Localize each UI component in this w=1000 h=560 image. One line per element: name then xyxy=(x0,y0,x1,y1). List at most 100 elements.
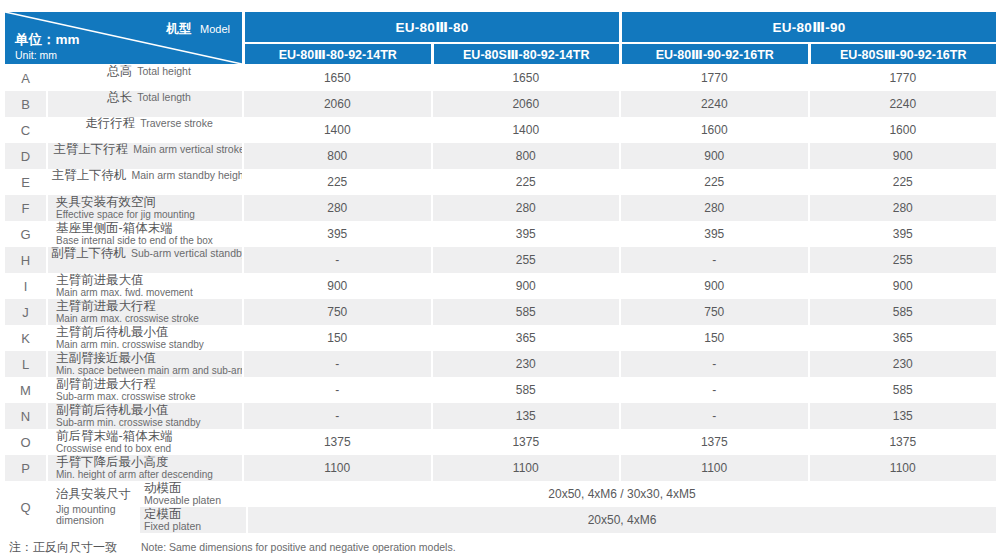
row-label-zh: 主臂前进最大值 xyxy=(56,274,242,287)
spec-value: 750 xyxy=(619,299,808,325)
model-group-row: EU-80Ⅲ-80 EU-80Ⅲ-90 xyxy=(242,12,996,42)
spec-row: A总高Total height1650165017701770 xyxy=(5,65,996,91)
spec-value: - xyxy=(242,403,431,429)
model-label-zh: 机型 xyxy=(167,22,192,36)
spec-value: 1375 xyxy=(431,429,620,455)
model-label-en: Model xyxy=(200,23,230,35)
spec-row: G基座里侧面-箱体末端Base internal side to end of … xyxy=(5,221,996,247)
spec-value: 1600 xyxy=(808,117,997,143)
model-column-3: EU-80Ⅲ-90-92-16TR xyxy=(619,44,808,64)
row-label: 走行行程Traverse stroke xyxy=(46,117,242,143)
spec-row: N副臂前后待机最小值Sub-arm min. crosswise standby… xyxy=(5,403,996,429)
spec-value: 900 xyxy=(242,273,431,299)
row-label-en: Traverse stroke xyxy=(140,118,213,129)
row-label-zh: 夹具安装有效空间 xyxy=(56,196,242,209)
row-label: 治具安装尺寸 Jig mounting dimension xyxy=(46,488,138,526)
spec-value: 225 xyxy=(431,169,620,195)
spec-row: J主臂前进最大行程Main arm max. crosswise stroke7… xyxy=(5,299,996,325)
spec-value: 900 xyxy=(619,143,808,169)
row-label: 副臂前进最大行程Sub-arm max. crosswise stroke xyxy=(46,377,242,403)
spec-row: P手臂下降后最小高度Min. height of arm after desce… xyxy=(5,455,996,481)
spec-value: 1400 xyxy=(242,117,431,143)
row-label-zh: 手臂下降后最小高度 xyxy=(56,456,242,469)
spec-value: 1375 xyxy=(242,429,431,455)
unit-label-en: Unit: mm xyxy=(15,50,80,61)
spec-value: 135 xyxy=(808,403,997,429)
spec-value: 225 xyxy=(619,169,808,195)
header-columns: EU-80Ⅲ-80 EU-80Ⅲ-90 EU-80Ⅲ-80-92-14TR EU… xyxy=(242,12,996,64)
row-header: N副臂前后待机最小值Sub-arm min. crosswise standby xyxy=(5,403,242,429)
spec-value: 1100 xyxy=(619,455,808,481)
row-label-zh: 副臂前后待机最小值 xyxy=(56,404,242,417)
jig-mounting-section: Q 治具安装尺寸 Jig mounting dimension 动模面 Move… xyxy=(5,481,996,533)
spec-value: 1600 xyxy=(619,117,808,143)
spec-value: 225 xyxy=(242,169,431,195)
row-letter: C xyxy=(5,117,46,143)
row-label-en: Main arm min. crosswise standby xyxy=(56,339,242,350)
footnote-zh: 注：正反向尺寸一致 xyxy=(9,539,117,556)
row-label-zh: 主臂上下行程 xyxy=(53,143,128,156)
spec-value: 395 xyxy=(619,221,808,247)
row-letter: D xyxy=(5,143,46,169)
row-label: 副臂上下待机Sub-arm vertical standby xyxy=(46,247,242,273)
spec-value: 2240 xyxy=(619,91,808,117)
row-letter: F xyxy=(5,195,46,221)
spec-row: D主臂上下行程Main arm vertical stroke800800900… xyxy=(5,143,996,169)
spec-value: 585 xyxy=(808,299,997,325)
row-letter: O xyxy=(5,429,46,455)
row-label-zh: 基座里侧面-箱体末端 xyxy=(56,222,242,235)
spec-value: 1650 xyxy=(431,65,620,91)
row-header: K主臂前后待机最小值Main arm min. crosswise standb… xyxy=(5,325,242,351)
spec-value: 1375 xyxy=(808,429,997,455)
spec-value: - xyxy=(619,377,808,403)
row-header: P手臂下降后最小高度Min. height of arm after desce… xyxy=(5,455,242,481)
row-label: 夹具安装有效空间Effective space for jig mounting xyxy=(46,195,242,221)
row-letter: N xyxy=(5,403,46,429)
spec-value: 150 xyxy=(242,325,431,351)
spec-value: 2240 xyxy=(808,91,997,117)
spec-row: E主臂上下待机Main arm standby height2252252252… xyxy=(5,169,996,195)
spec-value: 395 xyxy=(808,221,997,247)
spec-value: 2060 xyxy=(242,91,431,117)
spec-value: 750 xyxy=(242,299,431,325)
spec-row: K主臂前后待机最小值Main arm min. crosswise standb… xyxy=(5,325,996,351)
spec-value: 1100 xyxy=(808,455,997,481)
jig-sub-label: 动模面 Moveable platen xyxy=(138,481,246,507)
spec-value: - xyxy=(242,351,431,377)
row-header: D主臂上下行程Main arm vertical stroke xyxy=(5,143,242,169)
row-label: 前后臂末端-箱体末端Crosswise end to box end xyxy=(46,429,242,455)
row-label: 主臂上下行程Main arm vertical stroke xyxy=(46,143,242,169)
row-letter: J xyxy=(5,299,46,325)
row-label-en: Main arm standby height xyxy=(132,170,242,181)
spec-value: 280 xyxy=(242,195,431,221)
row-header: F夹具安装有效空间Effective space for jig mountin… xyxy=(5,195,242,221)
row-label-en: Jig mounting dimension xyxy=(56,504,138,526)
row-label: 主臂前进最大行程Main arm max. crosswise stroke xyxy=(46,299,242,325)
unit-label-zh: 单位：mm xyxy=(15,33,80,47)
spec-value: 800 xyxy=(431,143,620,169)
jig-fixed-platen-row: 定模面 Fixed platen 20x50, 4xM6 xyxy=(138,507,996,533)
jig-row-header: Q 治具安装尺寸 Jig mounting dimension xyxy=(5,481,138,533)
row-label-en: Min. space between main arm and sub-arm xyxy=(56,365,242,376)
row-label-zh: 副臂前进最大行程 xyxy=(56,378,242,391)
jig-sub-label-en: Fixed platen xyxy=(144,521,246,532)
spec-row: O前后臂末端-箱体末端Crosswise end to box end13751… xyxy=(5,429,996,455)
model-group-eu80-90: EU-80Ⅲ-90 xyxy=(619,12,996,42)
row-label: 主臂前后待机最小值Main arm min. crosswise standby xyxy=(46,325,242,351)
spec-value: 1375 xyxy=(619,429,808,455)
spec-value: 395 xyxy=(431,221,620,247)
row-header: J主臂前进最大行程Main arm max. crosswise stroke xyxy=(5,299,242,325)
row-label-zh: 总长 xyxy=(107,91,132,104)
spec-row: F夹具安装有效空间Effective space for jig mountin… xyxy=(5,195,996,221)
spec-value: - xyxy=(242,377,431,403)
jig-sub-value: 20x50, 4xM6 xyxy=(246,507,996,533)
model-group-eu80-80: EU-80Ⅲ-80 xyxy=(242,12,619,42)
row-header: M副臂前进最大行程Sub-arm max. crosswise stroke xyxy=(5,377,242,403)
row-label-zh: 总高 xyxy=(107,65,132,78)
footnote: 注：正反向尺寸一致 Note: Same dimensions for posi… xyxy=(9,539,996,556)
row-label: 手臂下降后最小高度Min. height of arm after descen… xyxy=(46,455,242,481)
spec-value: 585 xyxy=(808,377,997,403)
spec-value: 1100 xyxy=(242,455,431,481)
row-label: 总高Total height xyxy=(46,65,242,91)
row-letter: I xyxy=(5,273,46,299)
